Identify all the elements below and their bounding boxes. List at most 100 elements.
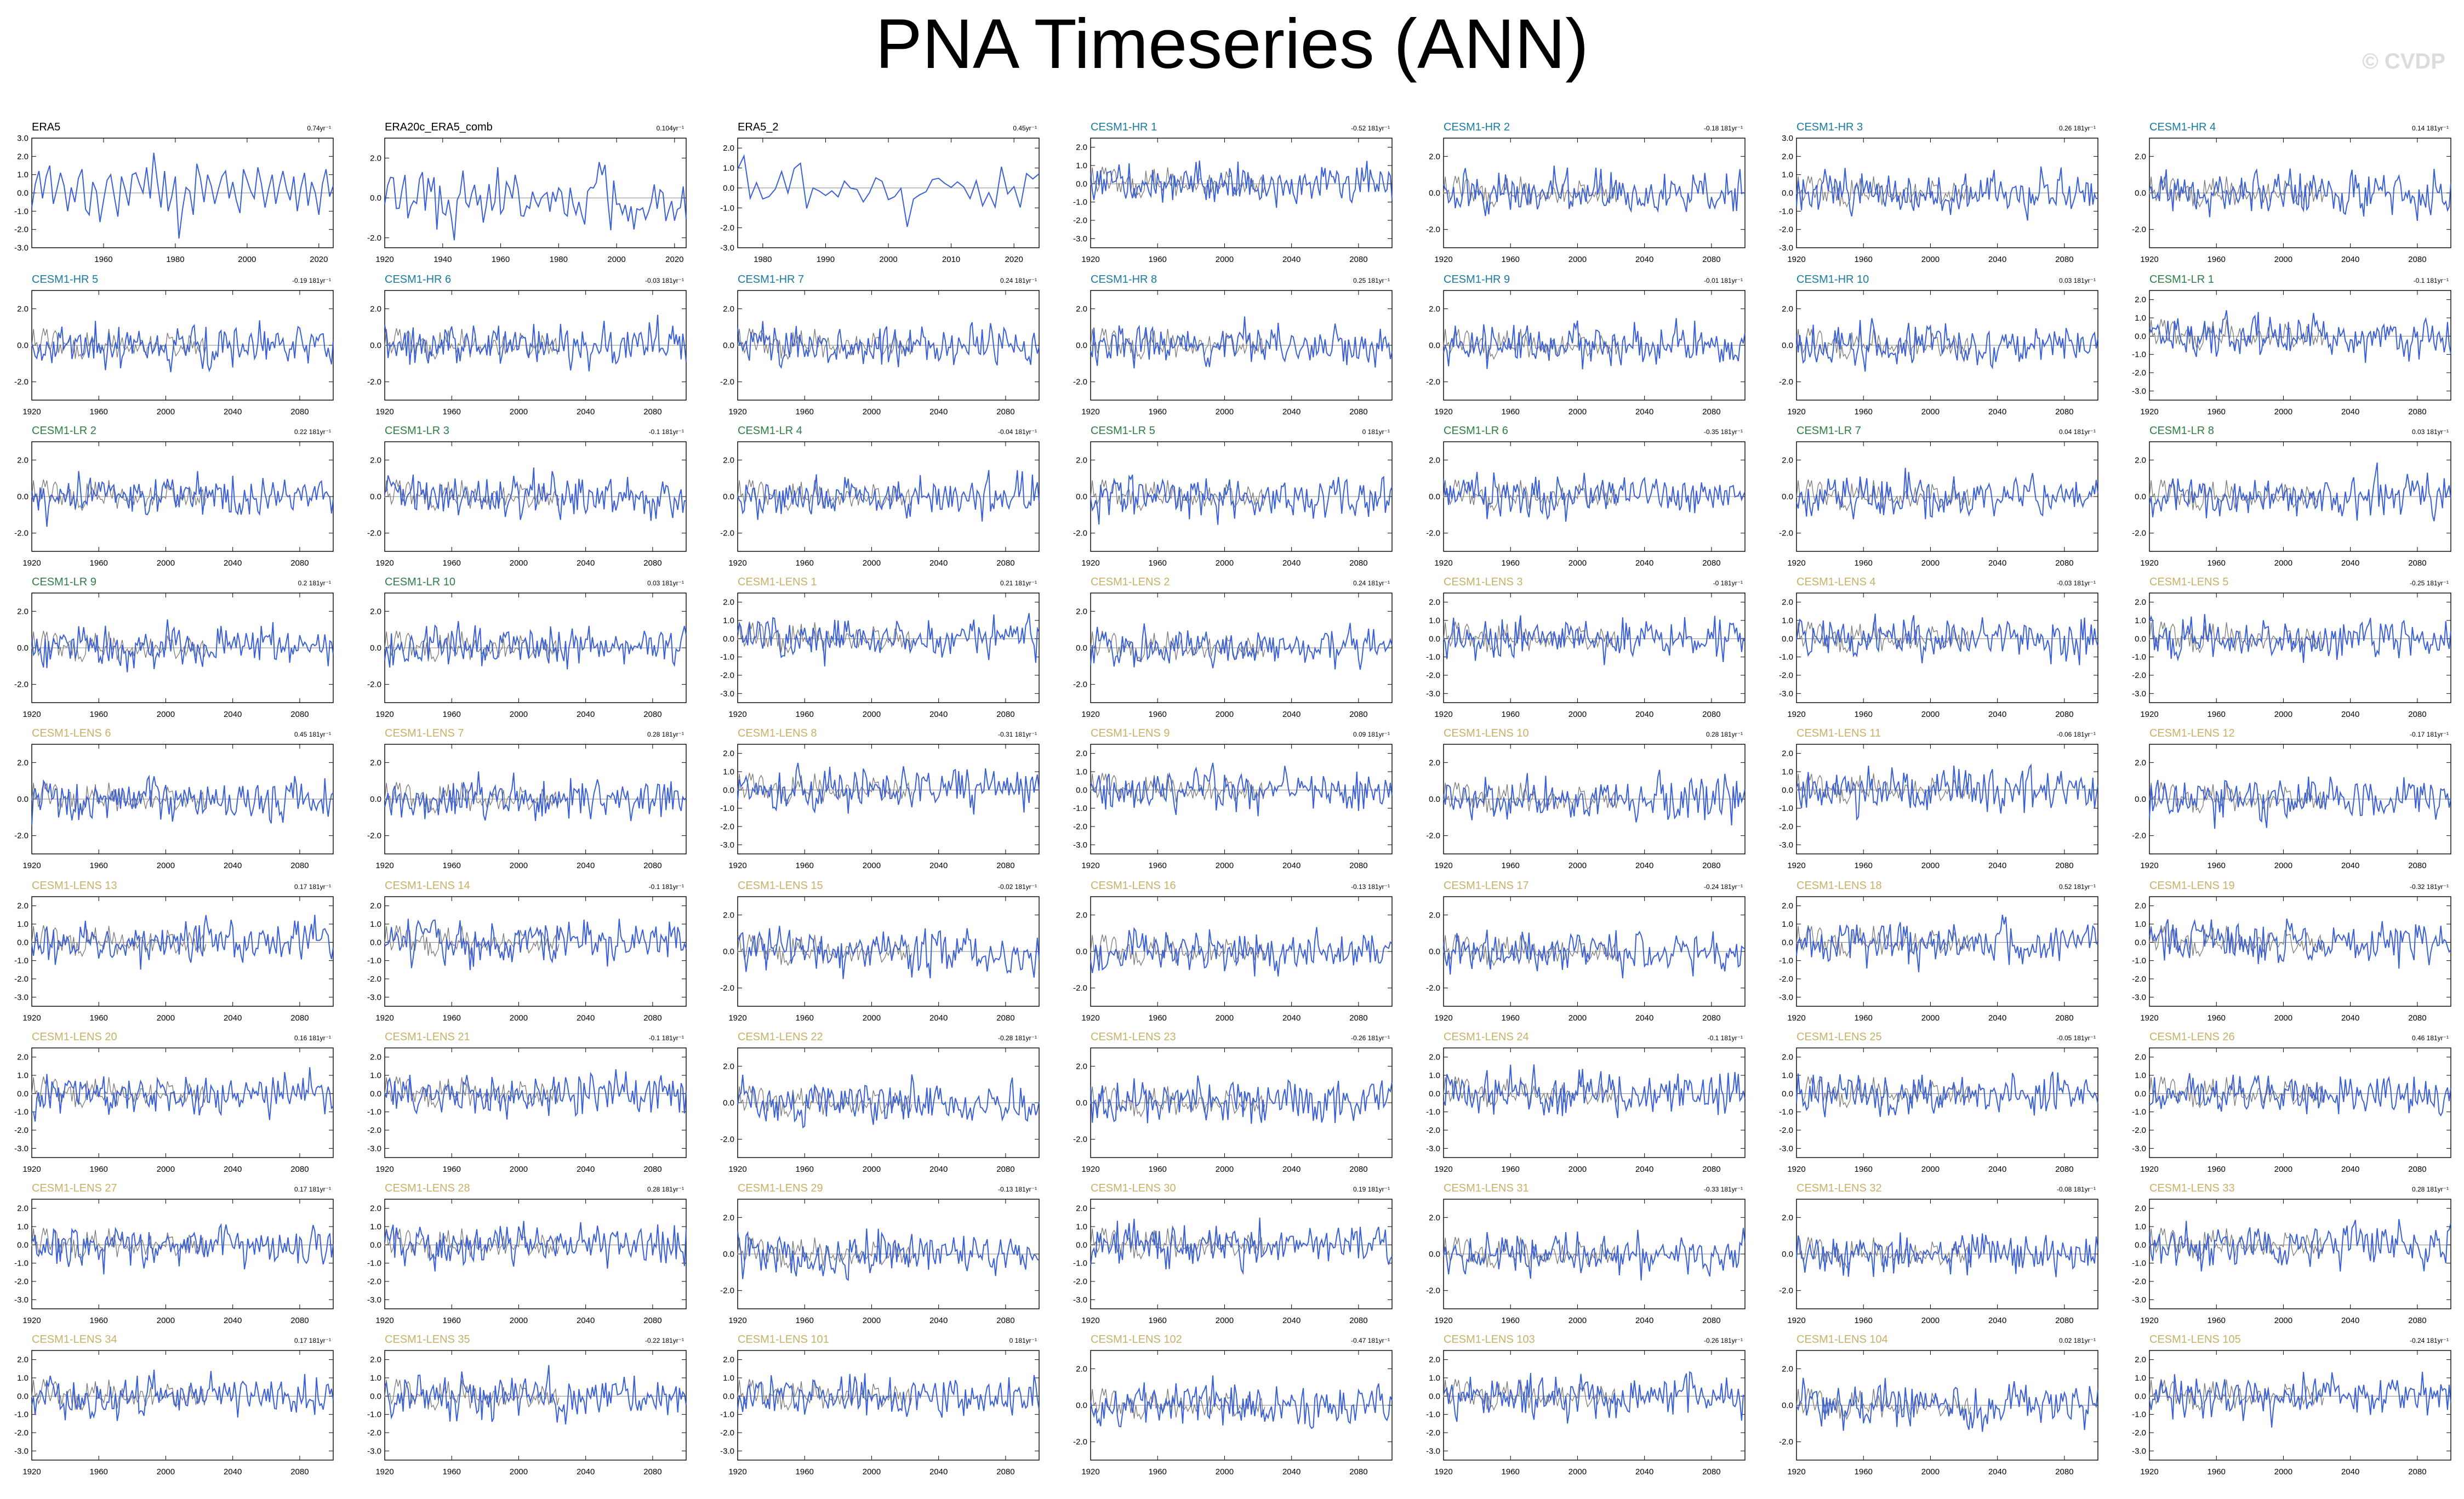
x-tick-label: 1920 [1434,1316,1452,1325]
x-tick-label: 2000 [157,710,175,719]
x-tick-label: 2000 [863,1467,881,1477]
panel-trend: -0.08 181yr⁻¹ [2057,1185,2096,1193]
x-tick-label: 1960 [1502,710,1520,719]
panel-title: CESM1-HR 5 [32,273,98,286]
pna-series-line [737,613,1040,666]
obs-series-line [2149,622,2324,654]
panel-cesm1-hr-5: CESM1-HR 5 -0.19 181yr⁻¹ 2.0 0.0 -2.0 1920 196… [14,273,334,417]
panel-cesm1-lens-12: CESM1-LENS 12 -0.17 181yr⁻¹ 2.0 0.0 -2.0 1920… [2132,727,2451,870]
panel-cesm1-lr-3: CESM1-LR 3 -0.1 181yr⁻¹ 2.0 0.0 -2.0 1920 1960… [367,425,687,568]
x-tick-label: 1920 [1787,710,1805,719]
panel-title: CESM1-LENS 103 [1444,1333,1535,1346]
panel-trend: -0.24 181yr⁻¹ [1704,883,1743,891]
y-tick-label: -3.0 [2132,1446,2146,1456]
y-tick-label: -2.0 [14,974,28,984]
y-tick-label: -2.0 [367,1428,381,1438]
obs-series-line [1090,630,1265,663]
y-tick-label: 1.0 [370,1071,381,1080]
x-tick-label: 2000 [1921,1467,1940,1477]
x-tick-label: 2080 [2408,710,2426,719]
x-tick-label: 2080 [1349,558,1367,568]
y-tick-label: -2.0 [2132,225,2146,235]
panel-trend: -0.52 181yr⁻¹ [1351,124,1390,132]
panel-trend: -0.18 181yr⁻¹ [1704,124,1743,132]
y-tick-label: 2.0 [370,758,381,767]
panel-cesm1-lens-33: CESM1-LENS 33 0.28 181yr⁻¹ 2.0 1.0 0.0 -1.0 -2… [2132,1182,2451,1325]
y-tick-label: -2.0 [720,529,734,538]
x-tick-label: 2040 [1988,710,2006,719]
x-tick-label: 2040 [929,558,948,568]
panel-trend: -0.1 181yr⁻¹ [649,1034,684,1042]
pna-series-line [384,315,687,372]
y-tick-label: -2.0 [1779,974,1793,984]
x-tick-label: 2040 [1988,1165,2006,1174]
x-tick-label: 1960 [1855,1013,1873,1023]
x-tick-label: 1920 [1434,1013,1452,1023]
x-tick-label: 1920 [22,1316,41,1325]
panel-frame [1090,1199,1393,1309]
x-tick-label: 2020 [310,255,328,264]
x-tick-label: 1920 [1787,1316,1805,1325]
pna-series-line [384,162,687,241]
panel-trend: 0.104yr⁻¹ [657,124,684,132]
y-tick-label: -2.0 [367,1126,381,1135]
x-tick-label: 1960 [1149,861,1167,870]
panel-trend: 0.25 181yr⁻¹ [1353,277,1390,284]
x-tick-label: 2080 [996,710,1014,719]
y-tick-label: -1.0 [720,653,734,662]
y-tick-label: 1.0 [1076,1222,1087,1232]
x-tick-label: 2040 [577,558,595,568]
x-tick-label: 1960 [1502,861,1520,870]
y-tick-label: 2.0 [1429,598,1440,607]
y-tick-label: -3.0 [14,1144,28,1153]
panel-cesm1-lr-7: CESM1-LR 7 0.04 181yr⁻¹ 2.0 0.0 -2.0 1920 1960… [1779,425,2098,568]
y-tick-label: 2.0 [1782,152,1793,161]
y-tick-label: -2.0 [720,671,734,680]
x-tick-label: 2000 [510,710,528,719]
y-tick-label: 0.0 [370,341,381,350]
y-tick-label: 2.0 [1076,607,1087,616]
x-tick-label: 1920 [375,861,393,870]
x-tick-label: 2040 [577,1165,595,1174]
x-tick-label: 1960 [1502,1316,1520,1325]
y-tick-label: 0.0 [723,634,734,643]
x-tick-label: 2000 [2274,1316,2292,1325]
x-tick-label: 1960 [796,1467,814,1477]
x-tick-label: 2000 [157,1165,175,1174]
y-tick-label: -2.0 [720,822,734,831]
panel-title: CESM1-LENS 30 [1091,1182,1176,1194]
x-tick-label: 2040 [1988,1013,2006,1023]
y-tick-label: 0.0 [370,193,381,203]
x-tick-label: 1960 [443,861,461,870]
y-tick-label: -2.0 [1426,671,1440,680]
obs-series-line [2149,479,2324,511]
x-tick-label: 2000 [1216,255,1234,264]
panel-title: CESM1-LENS 4 [1796,576,1876,588]
panel-frame [384,1350,687,1461]
x-tick-label: 1920 [2140,1316,2158,1325]
y-tick-label: 0.0 [723,1392,734,1401]
y-tick-label: -2.0 [2132,368,2146,378]
panel-title: CESM1-LENS 8 [738,727,817,739]
pna-series-line [384,621,687,670]
panel-title: CESM1-LENS 28 [385,1182,470,1194]
y-tick-label: 1.0 [17,170,28,180]
y-tick-label: 2.0 [1076,1062,1087,1071]
panel-trend: -0.32 181yr⁻¹ [2410,883,2449,891]
x-tick-label: 2000 [1921,861,1940,870]
x-tick-label: 1960 [90,1165,108,1174]
obs-series-line [1443,1076,1618,1109]
x-tick-label: 1960 [1855,1316,1873,1325]
panel-trend: -0.1 181yr⁻¹ [1708,1034,1743,1042]
y-tick-label: 2.0 [2135,295,2146,305]
y-tick-label: -3.0 [367,1144,381,1153]
y-tick-label: 2.0 [17,607,28,616]
panel-title: CESM1-LR 5 [1091,425,1155,437]
panel-title: CESM1-HR 6 [385,273,451,286]
x-tick-label: 1960 [90,558,108,568]
x-tick-label: 1920 [1081,558,1099,568]
y-tick-label: -1.0 [1779,956,1793,966]
y-tick-label: 0.0 [370,1240,381,1250]
y-tick-label: 1.0 [17,920,28,929]
y-tick-label: -2.0 [1779,1286,1793,1296]
